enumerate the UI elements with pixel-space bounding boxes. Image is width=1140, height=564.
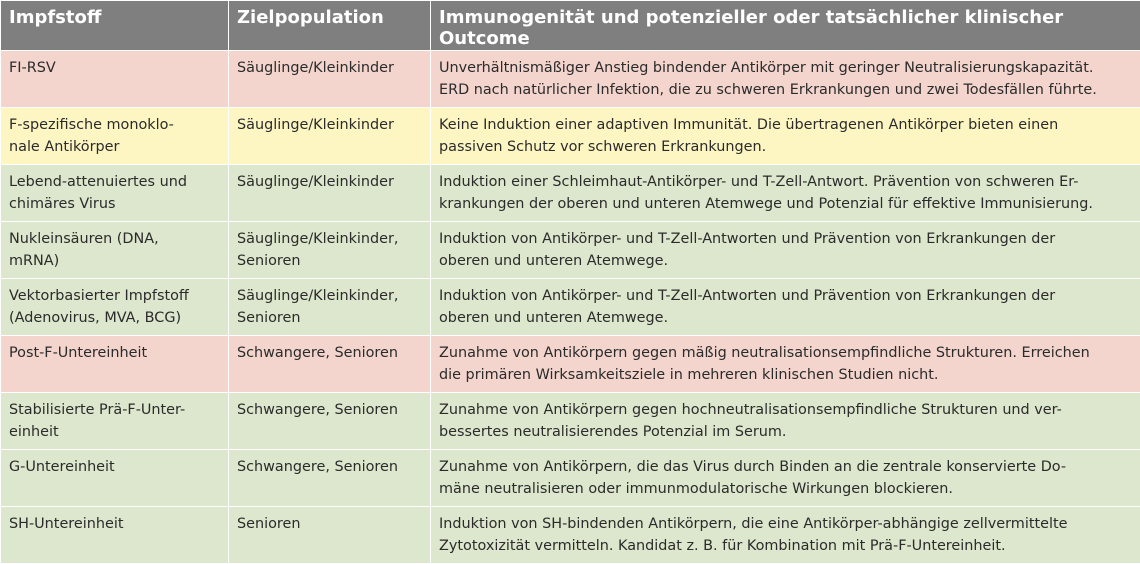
header-outcome-line: Immunogenität und potenzieller oder tats… xyxy=(439,7,1132,28)
cell-vaccine: SH-Untereinheit xyxy=(1,507,229,564)
cell-outcome: Induktion einer Schleimhaut-Antikörper- … xyxy=(431,165,1140,222)
cell-outcome-line: passiven Schutz vor schweren Erkrankunge… xyxy=(439,136,1134,158)
cell-outcome-line: oberen und unteren Atemwege. xyxy=(439,250,1134,272)
cell-population-line: Schwangere, Senioren xyxy=(237,456,422,478)
cell-population-line: Senioren xyxy=(237,513,422,535)
cell-vaccine: Vektorbasierter Impfstoff(Adenovirus, MV… xyxy=(1,279,229,336)
cell-outcome-line: Zunahme von Antikörpern, die das Virus d… xyxy=(439,456,1134,478)
cell-outcome-line: Induktion von Antikörper- und T-Zell-Ant… xyxy=(439,285,1134,307)
header-outcome: Immunogenität und potenzieller oder tats… xyxy=(431,1,1140,51)
cell-population-line: Säuglinge/Kleinkinder xyxy=(237,171,422,193)
cell-outcome-line: Induktion einer Schleimhaut-Antikörper- … xyxy=(439,171,1134,193)
cell-outcome-line: Keine Induktion einer adaptiven Immunitä… xyxy=(439,114,1134,136)
cell-vaccine: F-spezifische monoklo-nale Antikörper xyxy=(1,108,229,165)
table-row: Vektorbasierter Impfstoff(Adenovirus, MV… xyxy=(1,279,1140,336)
cell-vaccine: Post-F-Untereinheit xyxy=(1,336,229,393)
cell-outcome: Induktion von SH-bindenden Antikörpern, … xyxy=(431,507,1140,564)
cell-vaccine-line: FI-RSV xyxy=(9,57,220,79)
header-vaccine: Impfstoff xyxy=(1,1,229,51)
cell-vaccine-line: (Adenovirus, MVA, BCG) xyxy=(9,307,220,329)
cell-outcome-line: Zunahme von Antikörpern gegen mäßig neut… xyxy=(439,342,1134,364)
cell-outcome: Keine Induktion einer adaptiven Immunitä… xyxy=(431,108,1140,165)
cell-vaccine-line: F-spezifische monoklo- xyxy=(9,114,220,136)
cell-population: Schwangere, Senioren xyxy=(229,450,431,507)
cell-population-line: Schwangere, Senioren xyxy=(237,399,422,421)
cell-vaccine-line: Stabilisierte Prä-F-Unter- xyxy=(9,399,220,421)
cell-population: Säuglinge/Kleinkinder,Senioren xyxy=(229,222,431,279)
table-row: Stabilisierte Prä-F-Unter-einheit Schwang… xyxy=(1,393,1140,450)
cell-vaccine: Nukleinsäuren (DNA,mRNA) xyxy=(1,222,229,279)
cell-population: Säuglinge/Kleinkinder,Senioren xyxy=(229,279,431,336)
table-row: F-spezifische monoklo-nale Antikörper Säu… xyxy=(1,108,1140,165)
table-row: SH-Untereinheit Senioren Induktion von SH-… xyxy=(1,507,1140,564)
header-population: Zielpopulation xyxy=(229,1,431,51)
cell-outcome-line: Induktion von SH-bindenden Antikörpern, … xyxy=(439,513,1134,535)
cell-outcome: Zunahme von Antikörpern gegen hochneutra… xyxy=(431,393,1140,450)
cell-population-line: Senioren xyxy=(237,307,422,329)
cell-vaccine: FI-RSV xyxy=(1,51,229,108)
cell-population: Säuglinge/Kleinkinder xyxy=(229,165,431,222)
cell-outcome-line: Unverhältnismäßiger Anstieg bindender An… xyxy=(439,57,1134,79)
table-row: G-Untereinheit Schwangere, Senioren Zunahm… xyxy=(1,450,1140,507)
cell-vaccine-line: nale Antikörper xyxy=(9,136,220,158)
cell-vaccine-line: einheit xyxy=(9,421,220,443)
cell-outcome-line: Induktion von Antikörper- und T-Zell-Ant… xyxy=(439,228,1134,250)
cell-outcome: Induktion von Antikörper- und T-Zell-Ant… xyxy=(431,279,1140,336)
cell-vaccine-line: G-Untereinheit xyxy=(9,456,220,478)
cell-outcome: Zunahme von Antikörpern gegen mäßig neut… xyxy=(431,336,1140,393)
cell-outcome: Unverhältnismäßiger Anstieg bindender An… xyxy=(431,51,1140,108)
cell-outcome-line: krankungen der oberen und unteren Atemwe… xyxy=(439,193,1134,215)
cell-outcome-line: die primären Wirksamkeitsziele in mehrer… xyxy=(439,364,1134,386)
cell-vaccine-line: mRNA) xyxy=(9,250,220,272)
cell-population-line: Säuglinge/Kleinkinder, xyxy=(237,285,422,307)
cell-vaccine-line: SH-Untereinheit xyxy=(9,513,220,535)
cell-vaccine-line: Nukleinsäuren (DNA, xyxy=(9,228,220,250)
cell-outcome: Induktion von Antikörper- und T-Zell-Ant… xyxy=(431,222,1140,279)
table-body: FI-RSV Säuglinge/Kleinkinder Unverhältnism… xyxy=(1,51,1140,564)
header-row: Impfstoff Zielpopulation Immunogenität u… xyxy=(1,1,1140,51)
cell-outcome-line: ERD nach natürlicher Infektion, die zu s… xyxy=(439,79,1134,101)
cell-outcome-line: oberen und unteren Atemwege. xyxy=(439,307,1134,329)
cell-vaccine: Stabilisierte Prä-F-Unter-einheit xyxy=(1,393,229,450)
cell-vaccine-line: Vektorbasierter Impfstoff xyxy=(9,285,220,307)
cell-population: Schwangere, Senioren xyxy=(229,393,431,450)
cell-population-line: Säuglinge/Kleinkinder xyxy=(237,57,422,79)
cell-outcome: Zunahme von Antikörpern, die das Virus d… xyxy=(431,450,1140,507)
cell-vaccine-line: Post-F-Untereinheit xyxy=(9,342,220,364)
cell-population: Schwangere, Senioren xyxy=(229,336,431,393)
cell-vaccine-line: Lebend-attenuiertes und xyxy=(9,171,220,193)
cell-population: Säuglinge/Kleinkinder xyxy=(229,51,431,108)
cell-population-line: Senioren xyxy=(237,250,422,272)
cell-outcome-line: Zunahme von Antikörpern gegen hochneutra… xyxy=(439,399,1134,421)
cell-population-line: Säuglinge/Kleinkinder xyxy=(237,114,422,136)
cell-vaccine: G-Untereinheit xyxy=(1,450,229,507)
cell-population-line: Schwangere, Senioren xyxy=(237,342,422,364)
cell-vaccine-line: chimäres Virus xyxy=(9,193,220,215)
cell-population: Senioren xyxy=(229,507,431,564)
table-row: FI-RSV Säuglinge/Kleinkinder Unverhältnism… xyxy=(1,51,1140,108)
table-row: Nukleinsäuren (DNA,mRNA)Säuglinge/Kleink… xyxy=(1,222,1140,279)
table-row: Post-F-Untereinheit Schwangere, Senioren Z… xyxy=(1,336,1140,393)
header-outcome-line: Outcome xyxy=(439,28,1132,49)
cell-population: Säuglinge/Kleinkinder xyxy=(229,108,431,165)
cell-outcome-line: mäne neutralisieren oder immunmodulatori… xyxy=(439,478,1134,500)
cell-outcome-line: bessertes neutralisierendes Potenzial im… xyxy=(439,421,1134,443)
cell-population-line: Säuglinge/Kleinkinder, xyxy=(237,228,422,250)
cell-outcome-line: Zytotoxizität vermitteln. Kandidat z. B.… xyxy=(439,535,1134,557)
